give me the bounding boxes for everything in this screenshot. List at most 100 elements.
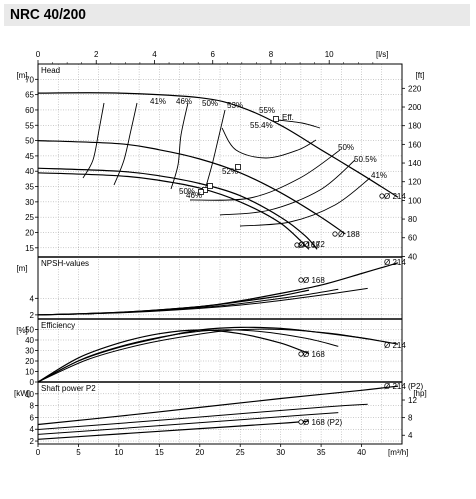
efficiency-label: 50%	[338, 143, 354, 152]
bottom-axis-tick-label: 5	[76, 448, 81, 457]
right-axis-tick-label: 140	[408, 159, 422, 168]
y-axis-unit-npsh: [m]	[16, 264, 27, 273]
curve-end-marker	[299, 241, 305, 247]
label-npsh-168: Ø 168	[303, 276, 325, 285]
label-power-214: Ø 214 (P2)	[384, 382, 423, 391]
bottom-axis-tick-label: 30	[276, 448, 285, 457]
panel-title-head: Head	[41, 66, 60, 75]
label-diameter-214: Ø 214	[384, 192, 406, 201]
top-axis-tick-label: 4	[152, 50, 157, 59]
iso-efficiency-curve	[277, 119, 321, 129]
right-axis-tick-label: 4	[408, 431, 413, 440]
label-diameter-172: Ø 172	[303, 240, 325, 249]
efficiency-label: 50%	[179, 187, 195, 196]
title-bar: NRC 40/200	[4, 4, 470, 26]
right-axis-tick-label: 12	[408, 396, 417, 405]
panel-title-npsh: NPSH-values	[41, 259, 89, 268]
curve-head-2	[37, 167, 318, 250]
efficiency-label: Eff.	[282, 113, 294, 122]
right-axis-tick-label: 40	[408, 252, 417, 261]
curve-head-1	[37, 140, 346, 235]
curve-end-marker	[298, 419, 304, 425]
y-axis-unit-head: [m]	[16, 71, 27, 80]
bottom-axis-tick-label: 40	[357, 448, 366, 457]
top-axis-tick-label: 2	[94, 50, 99, 59]
y-axis-tick-label: 40	[25, 167, 34, 176]
right-axis-tick-label: 100	[408, 196, 422, 205]
y-axis-tick-label: 55	[25, 121, 34, 130]
y-axis-tick-label: 10	[25, 390, 34, 399]
curves	[37, 92, 399, 440]
bottom-axis-tick-label: 25	[236, 448, 245, 457]
right-axis-tick-label: 120	[408, 178, 422, 187]
curve-efficiency-intermediate	[37, 329, 339, 383]
panel-frames	[35, 60, 405, 447]
right-axis-tick-label: 180	[408, 122, 422, 131]
curve-power-intermediate	[37, 412, 339, 435]
iso-efficiency-curve	[82, 102, 105, 179]
bottom-axis-tick-label: 20	[195, 448, 204, 457]
panel-title-efficiency: Efficiency	[41, 321, 75, 330]
y-axis-tick-label: 25	[25, 213, 34, 222]
curve-power-intermediate	[37, 403, 368, 430]
right-axis-unit-head: [ft]	[416, 71, 425, 80]
right-axis-unit-power: [hp]	[413, 389, 426, 398]
curve-efficiency-1	[37, 329, 310, 383]
y-axis-tick-label: 70	[25, 75, 34, 84]
curve-end-marker	[298, 277, 304, 283]
iso-efficiency-curve	[170, 102, 189, 190]
iso-efficiency-curve	[113, 102, 138, 186]
y-axis-unit-power: [kW]	[14, 389, 30, 398]
curve-end-marker	[332, 231, 338, 237]
y-axis-tick-label: 0	[30, 378, 35, 387]
y-axis-tick-label: 65	[25, 91, 34, 100]
iso-efficiency-curve	[189, 149, 341, 201]
y-axis-tick-label: 50	[25, 326, 34, 335]
label-diameter-168: Ø 168	[298, 241, 320, 250]
right-axis-tick-label: 60	[408, 234, 417, 243]
efficiency-label: 41%	[371, 171, 387, 180]
top-axis-tick-label: 10	[325, 50, 334, 59]
label-power-168: Ø 168 (P2)	[303, 418, 342, 427]
curve-head-0	[37, 92, 399, 198]
curve-end-marker	[294, 242, 300, 248]
top-axis-tick-label: 8	[269, 50, 274, 59]
curve-power-1	[37, 420, 310, 440]
y-axis-tick-label: 6	[30, 413, 35, 422]
y-axis-tick-label: 35	[25, 183, 34, 192]
bep-marker	[235, 164, 241, 170]
y-axis-tick-label: 4	[30, 425, 35, 434]
y-axis-tick-label: 15	[25, 244, 34, 253]
y-axis-tick-label: 2	[30, 311, 35, 320]
bottom-axis-tick-label: 15	[155, 448, 164, 457]
top-axis-tick-label: 6	[210, 50, 215, 59]
y-axis-tick-label: 50	[25, 137, 34, 146]
bep-marker	[207, 183, 213, 189]
efficiency-label: 53%	[227, 101, 243, 110]
iso-efficiency-curve	[204, 109, 226, 191]
y-axis-tick-label: 30	[25, 347, 34, 356]
efficiency-label: 55.4%	[250, 121, 273, 130]
y-axis-tick-label: 20	[25, 228, 34, 237]
labels: 0 2 4 6 8 10 [l/s]0 5 10 15 20 25 30 35 40 [m³/h]152025…	[14, 50, 427, 457]
curve-efficiency-intermediate	[37, 328, 368, 383]
y-axis-tick-label: 20	[25, 357, 34, 366]
y-axis-tick-label: 30	[25, 198, 34, 207]
right-axis-tick-label: 8	[408, 414, 413, 423]
curve-power-0	[37, 385, 399, 426]
bottom-axis-tick-label: 0	[36, 448, 41, 457]
efficiency-label: 46%	[186, 191, 202, 200]
bottom-axis-unit: [m³/h]	[388, 448, 408, 457]
bottom-axis-tick-label: 35	[317, 448, 326, 457]
curve-npsh-intermediate	[37, 287, 368, 316]
bep-marker	[198, 189, 204, 195]
page-title: NRC 40/200	[10, 6, 86, 23]
y-axis-tick-label: 2	[30, 437, 35, 446]
iso-efficiency-curve	[221, 127, 317, 159]
y-axis-tick-label: 60	[25, 106, 34, 115]
right-axis-tick-label: 160	[408, 140, 422, 149]
right-axis-tick-label: 80	[408, 215, 417, 224]
efficiency-label: 52%	[222, 167, 238, 176]
efficiency-label: 50%	[202, 99, 218, 108]
